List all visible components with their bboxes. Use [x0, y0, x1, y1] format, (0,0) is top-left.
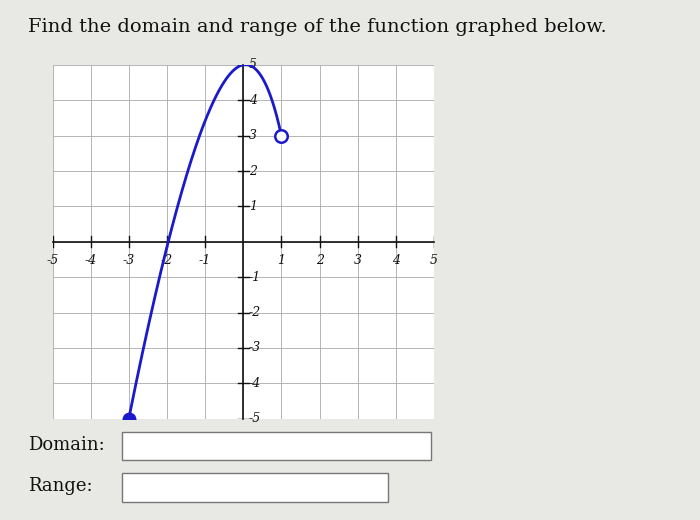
- Text: 4: 4: [249, 94, 257, 107]
- Text: 2: 2: [249, 164, 257, 177]
- Text: -1: -1: [199, 254, 211, 267]
- Text: Range:: Range:: [28, 477, 92, 495]
- Text: Domain:: Domain:: [28, 436, 105, 453]
- Text: -2: -2: [249, 306, 261, 319]
- Text: -4: -4: [249, 376, 261, 390]
- Text: 4: 4: [392, 254, 400, 267]
- Text: -5: -5: [46, 254, 59, 267]
- Text: -4: -4: [85, 254, 97, 267]
- Text: Find the domain and range of the function graphed below.: Find the domain and range of the functio…: [28, 18, 607, 36]
- Text: 3: 3: [354, 254, 362, 267]
- Text: -5: -5: [249, 412, 261, 425]
- Text: -3: -3: [249, 341, 261, 355]
- Text: 2: 2: [316, 254, 323, 267]
- Text: -2: -2: [161, 254, 173, 267]
- Text: 1: 1: [277, 254, 286, 267]
- Text: 3: 3: [249, 129, 257, 142]
- Text: -1: -1: [249, 270, 261, 283]
- Text: -3: -3: [122, 254, 135, 267]
- Text: 1: 1: [249, 200, 257, 213]
- Text: 5: 5: [249, 58, 257, 71]
- Text: 5: 5: [430, 254, 438, 267]
